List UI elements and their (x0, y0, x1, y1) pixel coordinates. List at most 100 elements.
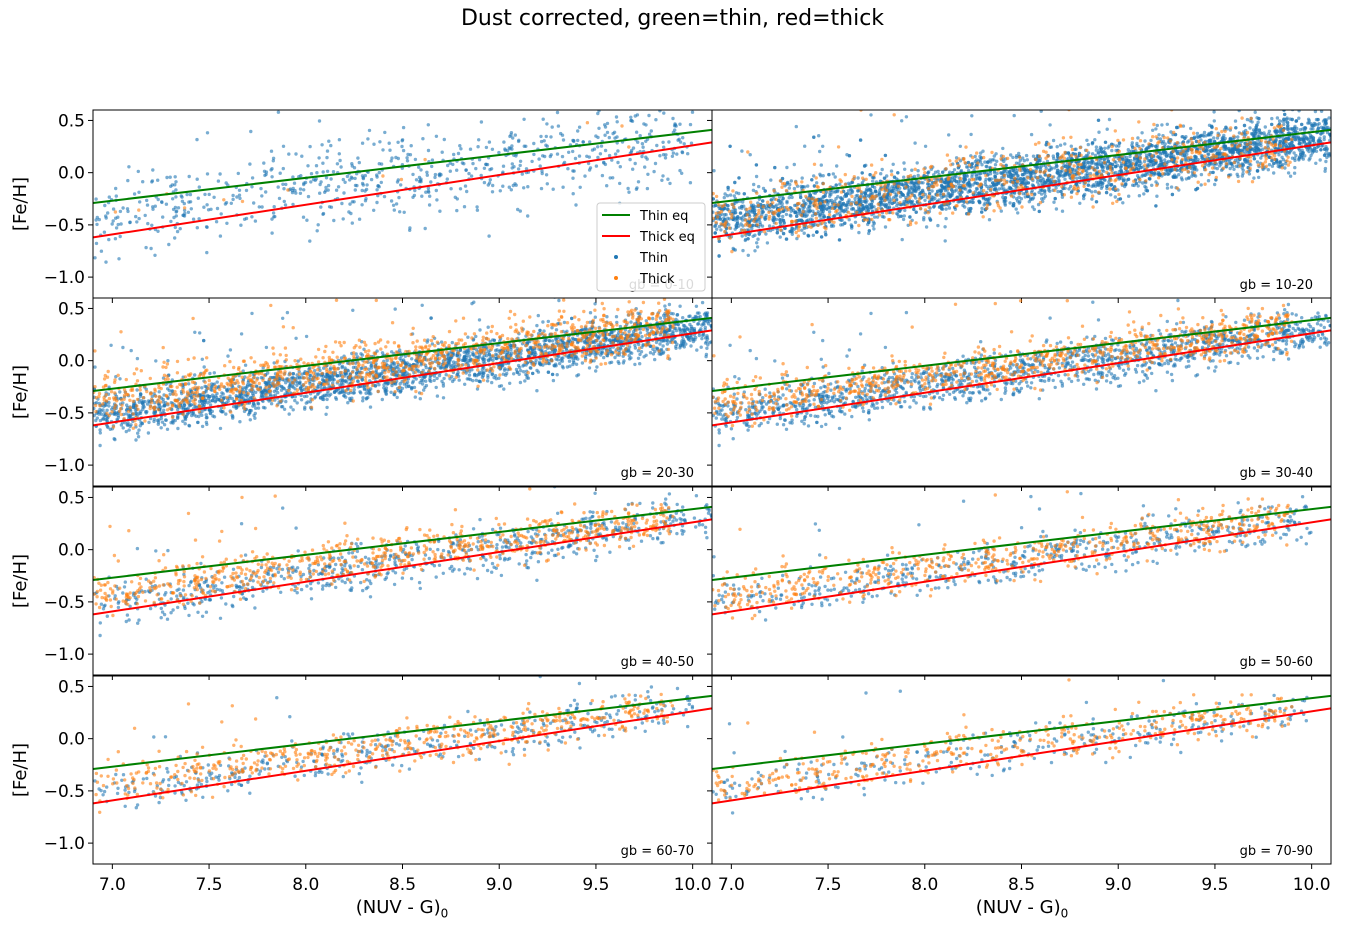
thin-point (910, 186, 914, 190)
thin-point (958, 193, 962, 197)
thin-point (541, 117, 545, 121)
thin-point (1042, 196, 1046, 200)
thin-point (452, 152, 456, 157)
thin-point (994, 152, 998, 156)
thin-point (532, 152, 536, 157)
thin-point (790, 230, 794, 234)
thin-point (753, 249, 757, 253)
thick-point (286, 188, 290, 192)
thin-point (561, 138, 566, 142)
thin-point (1117, 144, 1121, 148)
thin-point (763, 189, 767, 193)
thin-point (818, 172, 822, 176)
thin-point (1126, 148, 1131, 152)
thin-point (681, 136, 685, 140)
thin-point (488, 178, 492, 182)
thin-point (823, 204, 827, 208)
thin-point (475, 208, 480, 212)
thin-point (616, 160, 620, 165)
thin-point (318, 182, 322, 187)
thin-point (205, 131, 210, 135)
thick-point (1026, 176, 1030, 180)
thin-point (640, 154, 644, 159)
thin-point (642, 122, 646, 126)
thin-point (1172, 157, 1177, 161)
thick-point (755, 191, 759, 195)
thick-point (823, 200, 827, 204)
thin-point (165, 175, 169, 180)
thin-point (160, 200, 164, 204)
thin-point (1314, 161, 1318, 165)
thin-point (1259, 143, 1263, 148)
thick-point (1068, 170, 1073, 174)
thin-point (353, 188, 357, 192)
thin-point (754, 163, 759, 167)
thin-point (218, 234, 223, 238)
thin-point (350, 221, 354, 225)
thick-point (1271, 137, 1275, 141)
thin-point (1291, 135, 1295, 139)
thin-point (1100, 184, 1105, 189)
thin-point (1103, 140, 1108, 144)
thin-point (790, 232, 794, 236)
thin-point (982, 171, 987, 175)
thin-point (298, 187, 303, 191)
thin-point (658, 110, 662, 113)
thin-point (688, 122, 693, 127)
thin-point (761, 199, 765, 203)
thin-point (963, 205, 967, 209)
thin-point (850, 224, 854, 228)
thin-point (1257, 128, 1262, 133)
thin-point (719, 228, 723, 232)
thin-point (646, 172, 650, 176)
thin-point (1014, 161, 1019, 165)
thin-point (962, 173, 967, 177)
thin-point (1121, 201, 1125, 205)
thin-point (522, 186, 526, 190)
thin-point (1211, 170, 1215, 175)
thin-point (1169, 130, 1173, 134)
thin-point (1018, 158, 1023, 162)
thin-point (843, 221, 847, 225)
thin-point (294, 152, 298, 156)
thin-point (1189, 126, 1193, 131)
thin-point (1082, 196, 1086, 201)
thin-point (1135, 141, 1139, 146)
thin-point (987, 106, 990, 109)
thin-point (1249, 97, 1252, 100)
thin-point (216, 179, 221, 183)
thin-point (1043, 189, 1047, 193)
thin-point (1128, 161, 1132, 165)
thin-point (1320, 106, 1323, 109)
thin-point (717, 224, 722, 229)
thin-point (471, 161, 475, 166)
thin-point (676, 95, 679, 98)
thick-point (772, 189, 776, 193)
thin-point (433, 172, 438, 177)
thin-point (1267, 129, 1272, 133)
thin-point (738, 211, 743, 215)
thin-point (539, 186, 544, 191)
thin-point (134, 214, 138, 219)
thin-point (1324, 159, 1328, 164)
thick-point (727, 226, 732, 230)
thin-point (1271, 88, 1274, 91)
thin-point (597, 110, 601, 113)
thin-point (479, 173, 483, 178)
thin-point (1293, 137, 1298, 142)
thin-point (950, 175, 955, 180)
thin-point (1067, 187, 1071, 191)
thin-point (501, 164, 506, 168)
thin-point (761, 210, 765, 214)
thin-point (490, 190, 495, 194)
thin-point (838, 182, 842, 186)
thin-point (832, 199, 837, 203)
thin-point (895, 211, 899, 216)
thin-point (426, 186, 431, 190)
thin-point (290, 190, 295, 195)
thin-point (866, 206, 870, 210)
thin-point (1208, 149, 1212, 153)
thin-point (792, 186, 797, 191)
thin-point (740, 149, 744, 153)
thin-point (682, 142, 686, 146)
